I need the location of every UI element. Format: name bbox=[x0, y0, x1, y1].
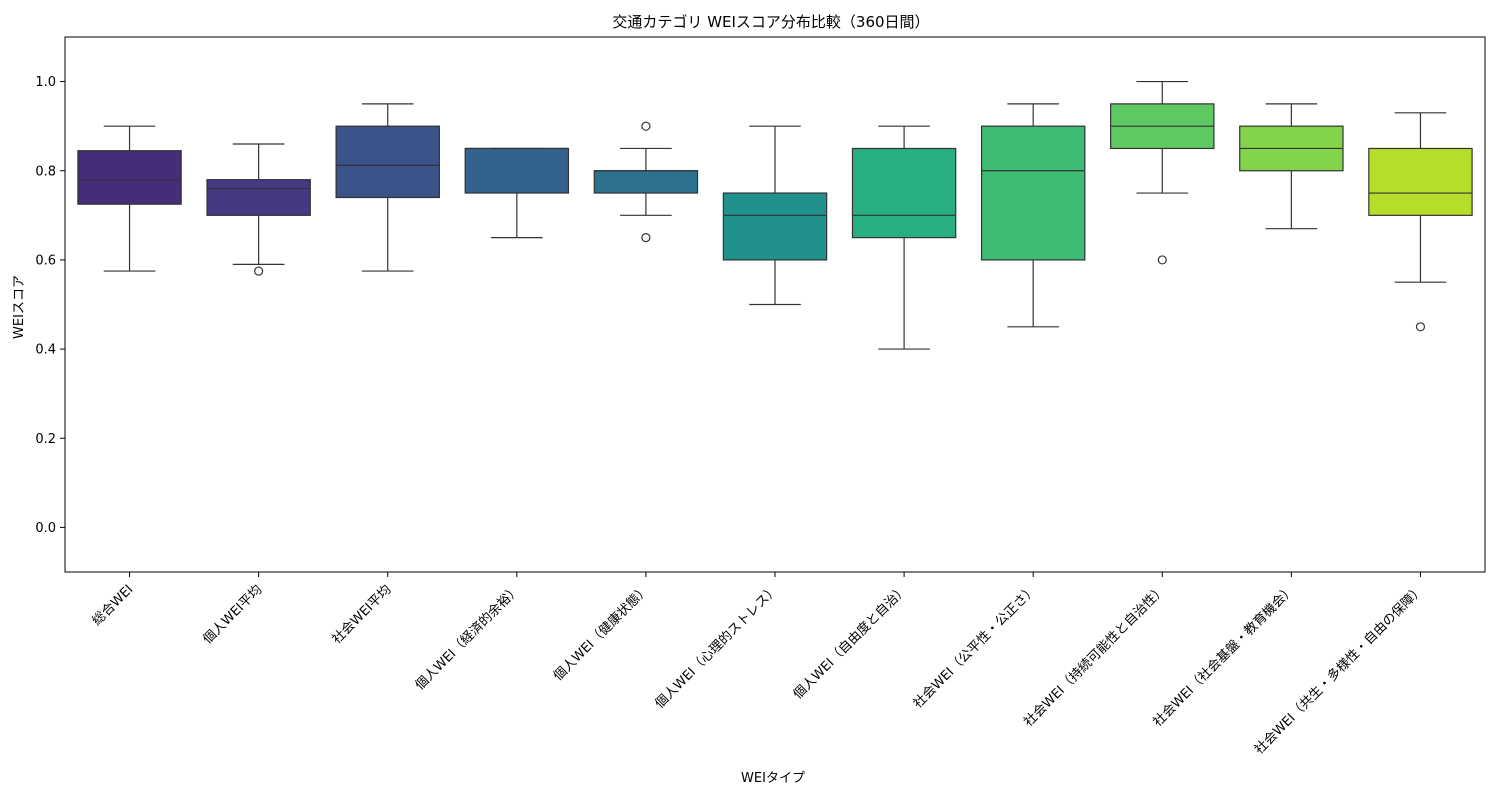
box-group bbox=[1368, 112, 1473, 332]
box-group bbox=[1110, 80, 1215, 265]
box-group bbox=[593, 121, 699, 243]
box-group bbox=[980, 103, 1086, 328]
x-tick-label: 社会WEI（公平性・公正さ） bbox=[910, 582, 1040, 712]
box bbox=[464, 147, 570, 194]
outlier-point bbox=[254, 266, 264, 276]
outlier-point bbox=[1157, 255, 1167, 265]
x-tick-label: 社会WEI平均 bbox=[329, 582, 395, 648]
box-group bbox=[464, 147, 570, 239]
box-group bbox=[206, 143, 311, 276]
box bbox=[593, 170, 699, 194]
x-tick-label: 個人WEI（心理的ストレス） bbox=[652, 582, 782, 712]
box bbox=[980, 125, 1086, 261]
box-group bbox=[77, 125, 182, 272]
y-tick-label: 0.4 bbox=[35, 343, 56, 358]
y-tick-label: 0.8 bbox=[35, 164, 56, 179]
x-tick-label: 個人WEI（経済的余裕） bbox=[412, 582, 524, 694]
x-tick-label: 総合WEI bbox=[90, 582, 137, 629]
x-tick-label: 個人WEI（自由度と自治） bbox=[790, 582, 911, 703]
x-axis-label: WEIタイプ bbox=[741, 771, 805, 786]
chart-title: 交通カテゴリ WEIスコア分布比較（360日間） bbox=[612, 13, 929, 31]
y-tick-label: 0.2 bbox=[35, 432, 56, 447]
box bbox=[77, 150, 182, 205]
outlier-point bbox=[1415, 322, 1426, 332]
box bbox=[206, 179, 311, 216]
y-tick-label: 0.0 bbox=[35, 521, 56, 536]
x-tick-label: 社会WEI（社会基盤・教育機会） bbox=[1150, 582, 1298, 730]
y-tick-label: 1.0 bbox=[35, 75, 56, 90]
y-axis-label: WEIスコア bbox=[12, 275, 27, 339]
x-tick-label: 個人WEI平均 bbox=[200, 582, 265, 647]
plot-frame bbox=[64, 36, 1486, 573]
x-axis: 総合WEI 個人WEI平均 社会WEI平均 個人WEI（経済的余裕） 個人WEI（健康状… bbox=[90, 572, 1427, 758]
plot-area bbox=[77, 80, 1473, 350]
box-group bbox=[851, 125, 957, 350]
box-group bbox=[1239, 103, 1344, 230]
box bbox=[851, 147, 957, 239]
box-group bbox=[335, 103, 440, 272]
x-tick-label: 社会WEI（持続可能性と自治性） bbox=[1021, 582, 1169, 730]
box bbox=[1368, 147, 1473, 216]
box-group bbox=[722, 125, 828, 306]
box bbox=[335, 125, 440, 199]
y-axis: 0.0 0.2 0.4 0.6 0.8 1.0 bbox=[35, 75, 65, 536]
x-tick-label: 個人WEI（健康状態） bbox=[550, 582, 652, 684]
box bbox=[722, 192, 828, 261]
outlier-point bbox=[641, 233, 651, 243]
outlier-point bbox=[641, 121, 651, 131]
y-tick-label: 0.6 bbox=[35, 253, 56, 268]
